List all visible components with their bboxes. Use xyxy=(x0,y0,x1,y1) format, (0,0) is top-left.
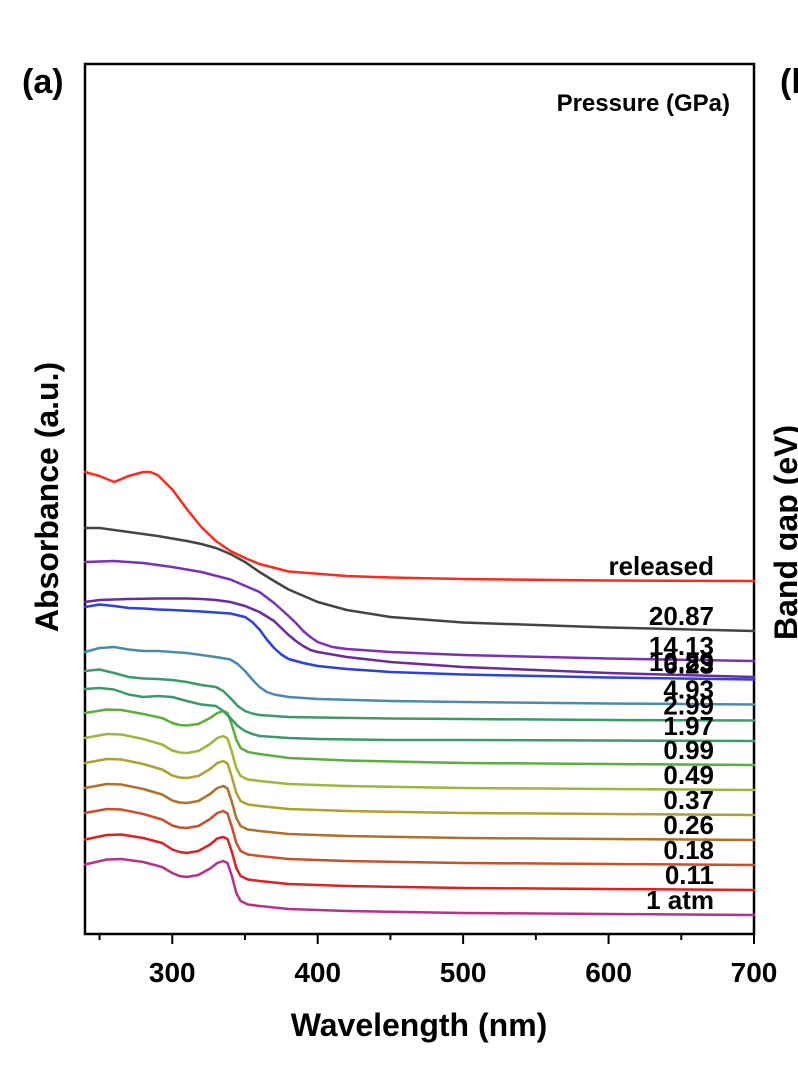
series-label-14: released xyxy=(608,551,714,581)
series-label-13: 20.87 xyxy=(649,601,714,631)
series-label-12: 14.13 xyxy=(649,631,714,661)
series-label-8: 2.99 xyxy=(663,691,714,721)
series-label-3: 0.26 xyxy=(663,810,714,840)
series-label-10: 6.23 xyxy=(663,650,714,680)
x-tick-label-600: 600 xyxy=(585,957,632,988)
series-line-2 xyxy=(83,807,756,867)
x-tick-label-400: 400 xyxy=(294,957,341,988)
cut-axis-title: Band gap (eV) xyxy=(768,425,798,640)
series-line-1 xyxy=(83,833,756,892)
legend-title: Pressure (GPa) xyxy=(557,90,730,117)
series-line-10 xyxy=(83,603,756,681)
series-line-9 xyxy=(83,645,756,706)
series-line-12 xyxy=(83,559,756,663)
series-line-4 xyxy=(83,757,756,817)
series-label-6: 0.99 xyxy=(663,735,714,765)
series-line-13 xyxy=(83,526,756,633)
series-label-0: 1 atm xyxy=(646,885,714,915)
panel-label: (a) xyxy=(22,63,64,101)
series-line-3 xyxy=(83,782,756,842)
series-label-5: 0.49 xyxy=(663,760,714,790)
plot-area xyxy=(83,62,756,936)
series-line-0 xyxy=(83,857,756,917)
series-label-1: 0.11 xyxy=(665,860,714,890)
series-line-8 xyxy=(83,668,756,722)
series-line-11 xyxy=(83,597,756,679)
series-label-2: 0.18 xyxy=(663,835,714,865)
plot-frame xyxy=(83,62,756,936)
series-label-9: 4.93 xyxy=(663,675,714,705)
x-tick-label-300: 300 xyxy=(149,957,196,988)
series-label-7: 1.97 xyxy=(663,711,714,741)
series-label-11: 10.89 xyxy=(649,647,714,677)
cut-panel-label: (l xyxy=(780,63,798,101)
series-line-14 xyxy=(83,470,756,583)
y-axis-title: Absorbance (a.u.) xyxy=(29,362,65,632)
x-tick-label-500: 500 xyxy=(440,957,487,988)
series-label-4: 0.37 xyxy=(663,785,714,815)
curve-labels: 1 atm0.110.180.260.370.490.991.972.994.9… xyxy=(608,551,714,915)
x-axis: 300 400 500 600 700 xyxy=(98,934,778,988)
x-axis-title: Wavelength (nm) xyxy=(291,1007,548,1043)
x-tick-label-700: 700 xyxy=(731,957,778,988)
spectra-curves xyxy=(83,470,756,917)
series-line-7 xyxy=(83,686,756,743)
series-line-5 xyxy=(83,732,756,792)
